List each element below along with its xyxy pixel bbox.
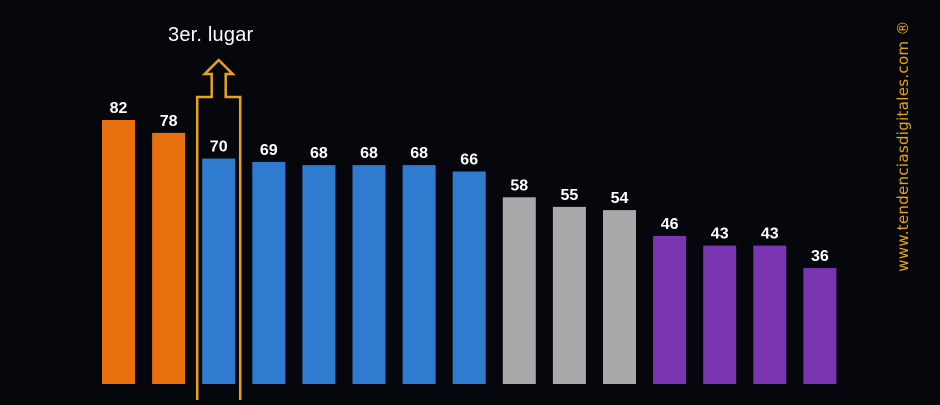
- bar-value-label-14: 43: [761, 226, 779, 243]
- bar-12: [653, 235, 687, 384]
- highlight-arrow-outline: [195, 58, 242, 402]
- bar-2: [152, 132, 186, 384]
- bar-value-label-9: 58: [510, 177, 528, 194]
- bar-7: [402, 165, 436, 384]
- bar-value-label-10: 55: [561, 187, 579, 204]
- bar-value-label-12: 46: [661, 216, 679, 233]
- bar-value-label-2: 78: [160, 113, 178, 130]
- bar-14: [753, 245, 787, 384]
- bar-8: [452, 171, 486, 384]
- bar-10: [552, 206, 586, 384]
- bar-13: [703, 245, 737, 384]
- highlight-annotation-label: 3er. lugar: [168, 24, 254, 46]
- bar-value-label-5: 68: [310, 145, 328, 162]
- bar-value-label-6: 68: [360, 145, 378, 162]
- bar-value-label-13: 43: [711, 226, 729, 243]
- bar-value-label-15: 36: [811, 248, 829, 265]
- bar-4: [252, 161, 286, 384]
- bar-value-label-11: 54: [611, 190, 629, 207]
- bar-value-label-1: 82: [110, 100, 128, 117]
- bar-value-label-3: 70: [210, 139, 228, 156]
- bar-6: [352, 165, 386, 384]
- bar-value-label-7: 68: [410, 145, 428, 162]
- bar-3: [202, 158, 236, 384]
- bar-9: [502, 197, 536, 384]
- watermark-text: www.tendenciasdigitales.com ®: [894, 20, 912, 272]
- bar-5: [302, 165, 336, 384]
- bar-11: [603, 210, 636, 384]
- bar-15: [803, 268, 837, 384]
- bar-value-label-8: 66: [460, 152, 478, 169]
- bar-value-label-4: 69: [260, 142, 278, 159]
- bar-1: [102, 120, 135, 384]
